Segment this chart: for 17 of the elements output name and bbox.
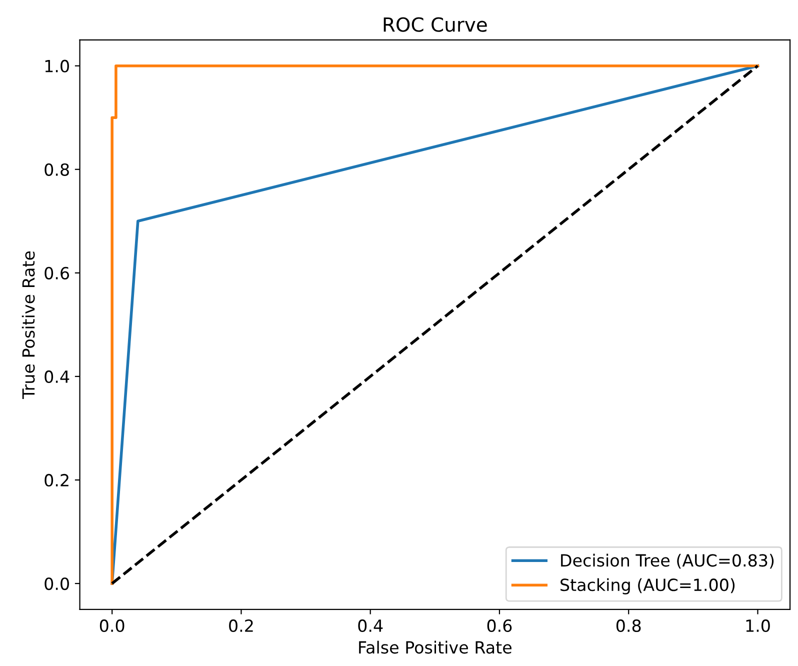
x-tick-label: 0.8: [616, 619, 641, 632]
legend-label: Stacking (AUC=1.00): [560, 578, 735, 594]
y-tick-label: 0.0: [44, 577, 69, 590]
x-tick-label: 0.6: [487, 619, 512, 632]
x-tick-label: 1.0: [746, 619, 770, 632]
x-axis-title: False Positive Rate: [359, 640, 512, 654]
x-tick-label: 0.2: [229, 619, 253, 632]
legend-label: Decision Tree (AUC=0.83): [561, 554, 774, 569]
x-tick-label: 0.4: [358, 619, 383, 632]
y-tick-label: 0.6: [44, 266, 70, 280]
y-tick-label: 0.2: [44, 474, 68, 487]
y-tick-label: 0.4: [44, 370, 70, 384]
y-tick-label: 1.0: [45, 60, 69, 72]
chart-title: ROC Curve: [384, 17, 487, 32]
x-tick-label: 0.0: [100, 619, 124, 632]
y-tick-label: 0.8: [44, 163, 69, 176]
y-axis-title: True Positive Rate: [22, 251, 35, 399]
